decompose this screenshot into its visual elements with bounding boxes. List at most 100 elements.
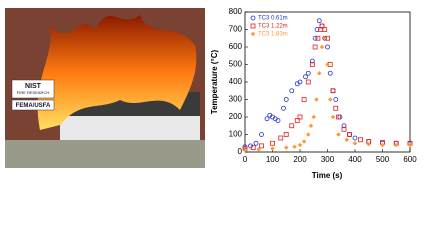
point bbox=[330, 114, 336, 120]
point bbox=[325, 44, 330, 50]
point bbox=[325, 62, 330, 67]
point bbox=[297, 79, 303, 85]
point bbox=[380, 142, 385, 148]
sign-text: FIRE RESEARCH bbox=[17, 90, 50, 95]
page: NIST FIRE RESEARCH FEMA/USFA Temperature… bbox=[5, 7, 417, 180]
flames bbox=[37, 15, 197, 130]
x-tick-label: 100 bbox=[266, 155, 280, 164]
point bbox=[312, 35, 318, 41]
point bbox=[270, 146, 275, 151]
point bbox=[275, 118, 281, 123]
point bbox=[242, 147, 248, 153]
point bbox=[333, 97, 339, 102]
x-axis-label: Time (s) bbox=[312, 171, 343, 180]
point bbox=[309, 62, 315, 67]
point bbox=[301, 97, 307, 102]
point bbox=[336, 132, 341, 137]
point bbox=[308, 123, 314, 129]
point bbox=[352, 140, 358, 146]
point bbox=[301, 139, 307, 144]
point bbox=[393, 142, 399, 148]
y-tick-label: 0 bbox=[238, 147, 243, 156]
point bbox=[330, 88, 336, 94]
point bbox=[333, 105, 339, 111]
point bbox=[341, 123, 347, 129]
point bbox=[259, 132, 264, 137]
point bbox=[316, 70, 322, 76]
sign-text: NIST bbox=[25, 83, 42, 90]
point bbox=[327, 97, 333, 102]
point bbox=[305, 132, 311, 137]
point bbox=[278, 135, 284, 141]
point bbox=[341, 126, 347, 132]
y-tick-label: 100 bbox=[229, 130, 243, 139]
point bbox=[407, 142, 413, 148]
point bbox=[319, 44, 325, 50]
sign-text: FEMA/USFA bbox=[16, 103, 51, 109]
point bbox=[344, 137, 350, 143]
point bbox=[289, 88, 295, 94]
point bbox=[322, 27, 328, 32]
y-tick-label: 800 bbox=[229, 7, 243, 16]
point bbox=[250, 145, 256, 151]
point bbox=[281, 105, 286, 111]
x-tick-label: 0 bbox=[243, 155, 248, 164]
y-tick-label: 400 bbox=[229, 77, 243, 86]
point bbox=[337, 114, 343, 120]
point bbox=[289, 123, 295, 129]
y-tick-label: 600 bbox=[229, 42, 243, 51]
point bbox=[259, 143, 264, 149]
point bbox=[322, 35, 328, 41]
x-tick-label: 400 bbox=[348, 155, 362, 164]
point bbox=[264, 116, 270, 122]
photo: NIST FIRE RESEARCH FEMA/USFA bbox=[5, 8, 205, 168]
point bbox=[347, 132, 352, 137]
sign-nist bbox=[11, 79, 55, 99]
point bbox=[305, 70, 311, 76]
point bbox=[292, 144, 297, 150]
point bbox=[327, 70, 333, 76]
point bbox=[250, 15, 256, 21]
point bbox=[366, 141, 372, 147]
point bbox=[347, 132, 352, 137]
ground bbox=[5, 140, 205, 168]
point bbox=[253, 140, 259, 146]
point bbox=[314, 27, 320, 32]
point bbox=[250, 31, 256, 37]
legend-label: TC3 0.61m bbox=[258, 16, 288, 22]
y-tick-label: 700 bbox=[229, 25, 243, 34]
point bbox=[315, 35, 321, 41]
point bbox=[256, 147, 262, 152]
x-tick-label: 600 bbox=[403, 155, 417, 164]
x-tick-label: 300 bbox=[321, 155, 335, 164]
point bbox=[283, 132, 289, 137]
point bbox=[330, 88, 336, 94]
point bbox=[283, 97, 289, 102]
chart: Temperature (°C) Time (s) bbox=[210, 49, 342, 180]
point bbox=[314, 97, 319, 102]
point bbox=[352, 135, 358, 141]
legend-label: TC3 1.83m bbox=[258, 32, 288, 38]
point bbox=[297, 114, 303, 120]
point bbox=[303, 74, 308, 80]
y-tick-label: 200 bbox=[229, 112, 243, 121]
legend-label: TC3 1.22m bbox=[258, 24, 288, 30]
point bbox=[312, 44, 318, 50]
point bbox=[319, 23, 325, 29]
point bbox=[311, 114, 317, 120]
point bbox=[283, 145, 289, 150]
point bbox=[294, 118, 300, 123]
x-tick-label: 200 bbox=[293, 155, 307, 164]
y-tick-label: 300 bbox=[229, 95, 243, 104]
point bbox=[305, 79, 311, 85]
point bbox=[336, 114, 341, 120]
y-tick-label: 500 bbox=[229, 60, 243, 69]
point bbox=[358, 137, 363, 143]
point bbox=[297, 142, 303, 148]
x-tick-label: 500 bbox=[376, 155, 390, 164]
point bbox=[270, 140, 275, 146]
point bbox=[250, 23, 256, 29]
sign-fema bbox=[11, 99, 55, 111]
point bbox=[309, 58, 315, 64]
point bbox=[316, 18, 322, 24]
